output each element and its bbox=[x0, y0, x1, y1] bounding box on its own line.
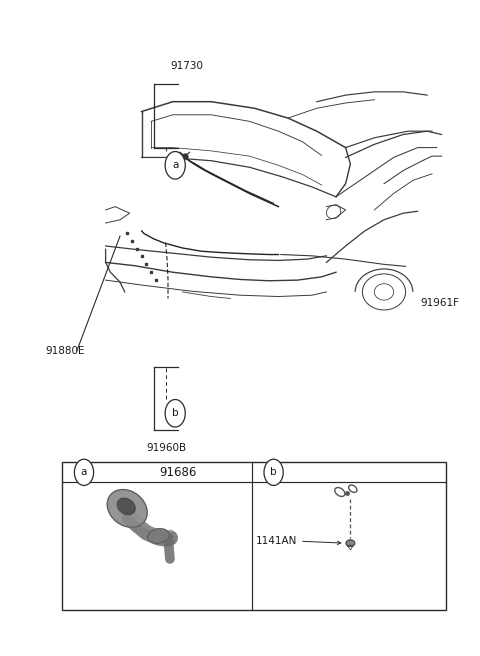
Circle shape bbox=[74, 459, 94, 485]
Circle shape bbox=[165, 152, 185, 179]
Text: 91961F: 91961F bbox=[420, 298, 459, 308]
Text: 91686: 91686 bbox=[159, 466, 196, 479]
Circle shape bbox=[264, 459, 283, 485]
Circle shape bbox=[165, 400, 185, 427]
Text: b: b bbox=[172, 408, 179, 419]
Text: 91880E: 91880E bbox=[46, 346, 85, 356]
Text: a: a bbox=[172, 160, 179, 171]
Ellipse shape bbox=[107, 489, 147, 527]
Text: b: b bbox=[270, 467, 277, 478]
Text: 91960B: 91960B bbox=[146, 443, 187, 453]
Text: 91730: 91730 bbox=[170, 61, 204, 71]
Ellipse shape bbox=[346, 540, 355, 546]
Ellipse shape bbox=[148, 529, 169, 543]
Ellipse shape bbox=[117, 498, 135, 515]
Bar bbox=[62, 462, 446, 610]
Text: a: a bbox=[81, 467, 87, 478]
Text: 1141AN: 1141AN bbox=[256, 536, 298, 546]
